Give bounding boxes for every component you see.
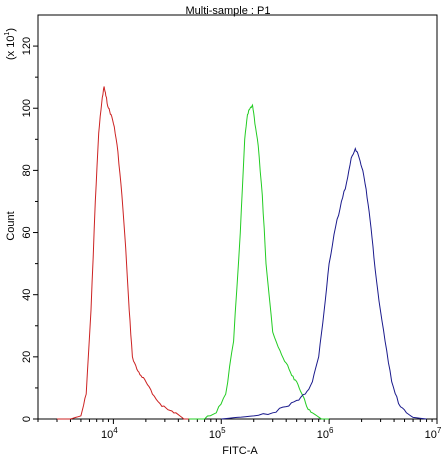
series-line-3 bbox=[221, 147, 427, 420]
series-line-2 bbox=[188, 103, 330, 420]
svg-text:(x 101): (x 101) bbox=[4, 28, 17, 60]
series-layer bbox=[57, 86, 427, 420]
y-tick-label: 60 bbox=[21, 226, 33, 238]
y-tick-label: 100 bbox=[21, 99, 33, 117]
y-tick-label: 0 bbox=[21, 416, 33, 422]
y-axis: 0 20 40 60 80 100 120 bbox=[21, 37, 38, 422]
x-tick-label: 106 bbox=[317, 426, 334, 441]
y-tick-label: 20 bbox=[21, 351, 33, 363]
x-tick-label: 107 bbox=[425, 426, 442, 441]
y-axis-title: Count bbox=[5, 211, 17, 240]
x-axis-title: FITC-A bbox=[222, 445, 258, 457]
y-tick-label: 120 bbox=[21, 37, 33, 55]
y-tick-label: 80 bbox=[21, 164, 33, 176]
chart-title: Multi-sample : P1 bbox=[186, 5, 271, 17]
y-tick-label: 40 bbox=[21, 289, 33, 301]
y-multiplier-text: (x 10 bbox=[5, 36, 17, 60]
series-line-1 bbox=[57, 86, 189, 420]
x-tick-label: 105 bbox=[209, 426, 226, 441]
x-axis: 104 105 106 107 bbox=[37, 419, 442, 441]
y-multiplier-label: (x 101) bbox=[4, 28, 17, 60]
plot-frame bbox=[37, 14, 438, 420]
x-tick-label: 104 bbox=[101, 426, 118, 441]
y-multiplier-exponent: 1 bbox=[4, 32, 11, 36]
